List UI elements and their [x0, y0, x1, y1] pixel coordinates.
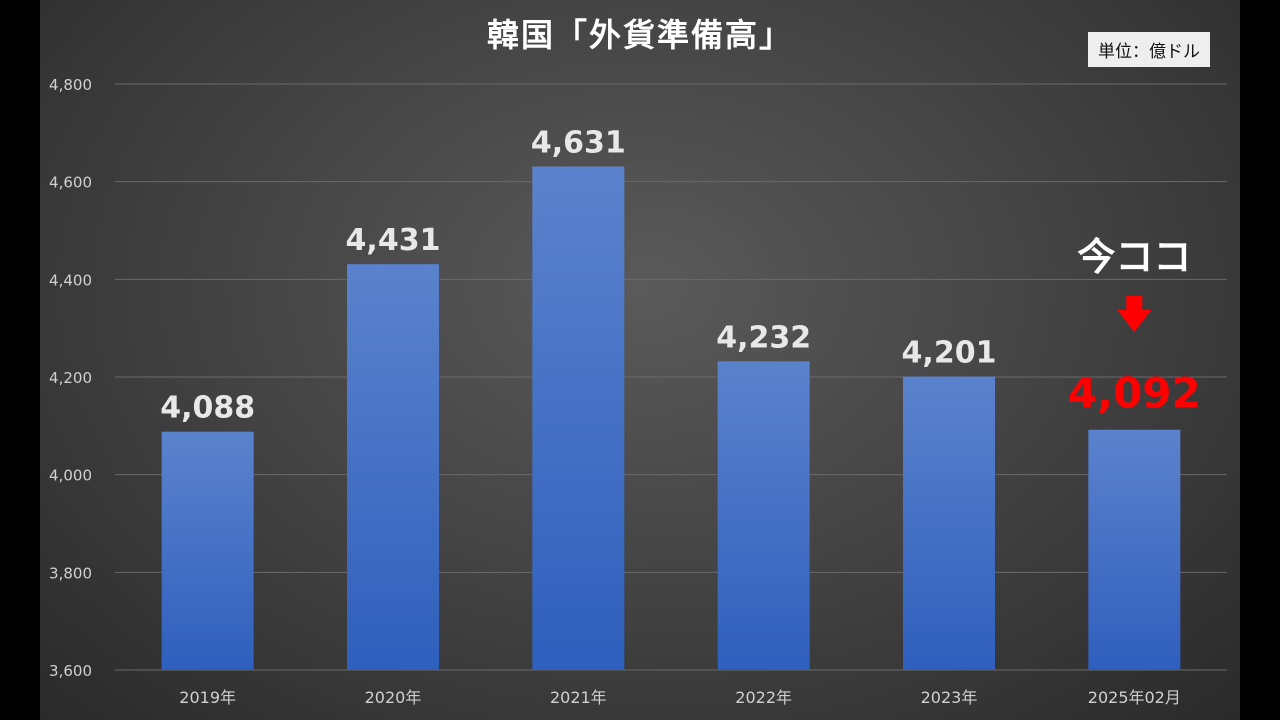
y-tick-label: 3,600 [49, 662, 92, 680]
grid-layer: 3,600 3,800 4,000 4,200 4,400 4,600 4,800 [49, 76, 1227, 680]
y-tick-label: 4,000 [49, 467, 92, 485]
bar [161, 431, 254, 670]
y-tick-label: 3,800 [49, 564, 92, 582]
value-label: 4,631 [531, 126, 626, 161]
bar-layer [161, 166, 1181, 671]
chart-title: 韓国「外貨準備高」 [486, 16, 793, 54]
plot-svg: 3,600 3,800 4,000 4,200 4,400 4,600 4,800 4,08… [49, 76, 1227, 707]
x-tick-label: 2025年02月 [1088, 688, 1181, 707]
x-tick-label: 2022年 [735, 688, 792, 707]
value-label: 4,431 [346, 223, 441, 258]
bar [1088, 429, 1181, 670]
annotation-label: 今ココ [1077, 235, 1191, 279]
value-label: 4,232 [716, 320, 811, 355]
chart-area: 韓国「外貨準備高」 単位：億ドル 3,600 3,800 4,000 4,200 4,4… [40, 0, 1240, 720]
bar [532, 166, 625, 671]
value-label: 4,092 [1068, 369, 1201, 418]
value-label: 4,201 [902, 336, 997, 371]
x-tick-label: 2023年 [921, 688, 978, 707]
bar [347, 264, 439, 670]
x-tick-label: 2020年 [365, 688, 422, 707]
label-layer: 4,088 2019年 4,431 2020年 4,631 2021年 4,232 2022年… [160, 126, 1201, 707]
y-tick-label: 4,600 [49, 174, 92, 192]
y-tick-label: 4,400 [49, 271, 92, 289]
y-tick-label: 4,800 [49, 76, 92, 94]
value-label: 4,088 [160, 391, 255, 426]
down-arrow [1117, 296, 1152, 332]
unit-label: 単位：億ドル [1088, 32, 1210, 67]
x-tick-label: 2021年 [550, 688, 607, 707]
x-tick-label: 2019年 [179, 688, 236, 707]
bar [717, 361, 810, 670]
y-tick-label: 4,200 [49, 369, 92, 387]
bar [903, 376, 995, 670]
